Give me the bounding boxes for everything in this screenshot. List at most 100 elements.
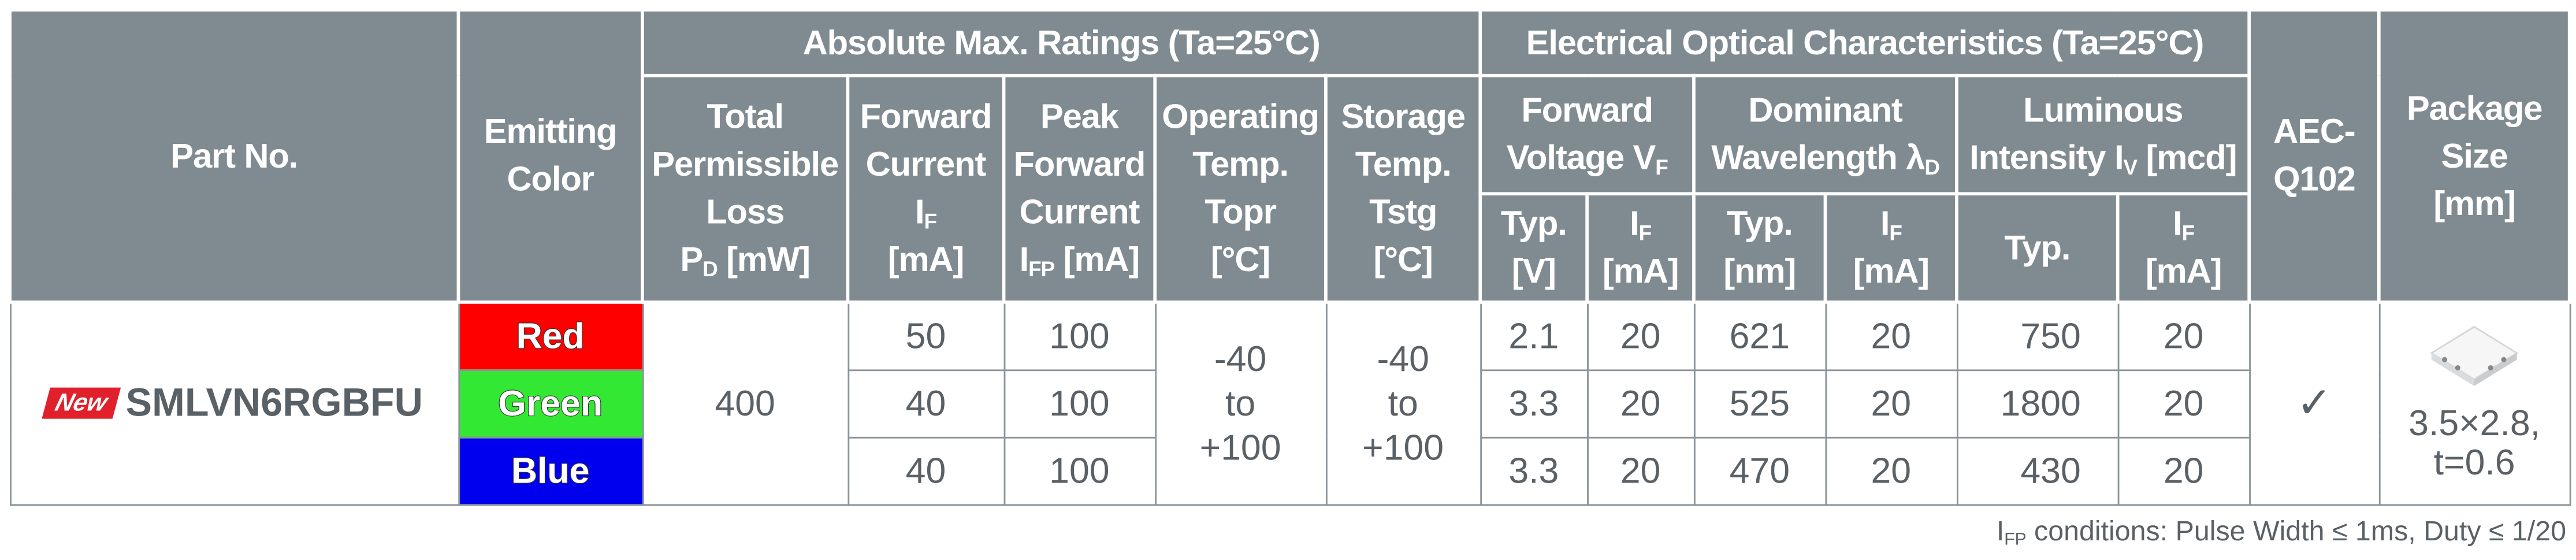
- text-line: Operating: [1157, 94, 1324, 141]
- color-cell: Green: [457, 368, 644, 438]
- text-line: [mA]: [2120, 248, 2248, 295]
- header-dominant-wavelength: Dominant Wavelength λD: [1692, 73, 1958, 196]
- total-loss: 400: [641, 301, 849, 505]
- text-subscript: F: [924, 209, 937, 234]
- text-line: [°C]: [1157, 236, 1324, 284]
- text-subscript: F: [1655, 154, 1668, 180]
- text-main: I: [1996, 516, 2005, 547]
- vf-if: 20: [1586, 368, 1695, 438]
- text: [°C]: [1373, 241, 1433, 280]
- text-subscript: F: [2181, 220, 2195, 246]
- text-subscript: F: [1889, 220, 1902, 246]
- text: Size: [2441, 137, 2508, 175]
- text-line: -40: [1326, 337, 1480, 381]
- text-line: Forward: [849, 94, 1002, 141]
- text-line: [°C]: [1328, 236, 1479, 284]
- header-luminous-intensity: Luminous Intensity IV [mcd]: [1955, 73, 2251, 196]
- text-line: to: [1326, 381, 1480, 426]
- text: [mA]: [1853, 253, 1930, 291]
- text-main: I: [1019, 241, 1029, 280]
- text: -40: [1377, 339, 1429, 380]
- text: Loss: [706, 194, 785, 232]
- text-main: I: [915, 194, 925, 232]
- spec-table: Part No. Emitting Color Absolute Max. Rat…: [8, 8, 2571, 505]
- wl-if: 20: [1824, 368, 1958, 438]
- text-rest: conditions: Pulse Width ≤ 1ms, Duty ≤ 1/…: [2026, 516, 2567, 547]
- text-subscript: D: [702, 257, 718, 281]
- data-row: Blue 40 100 3.3 20 470 20 430 20: [10, 436, 2570, 505]
- text: Luminous: [2023, 92, 2183, 130]
- data-row: New SMLVN6RGBFU Red 400 50 100 -40 to +100 -40 to +…: [9, 301, 2571, 505]
- text-line: [V]: [1482, 248, 1585, 295]
- text-subscript: V: [2123, 154, 2138, 180]
- text-line: Emitting: [460, 109, 641, 156]
- text-line: -40: [1156, 337, 1325, 381]
- text-line: IF: [849, 189, 1002, 236]
- text-line: Voltage VF: [1482, 135, 1692, 182]
- text: Peak: [1040, 98, 1119, 136]
- iv-if: 20: [2117, 436, 2250, 505]
- header-total-loss: Total Permissible Loss PD [mW]: [641, 73, 850, 304]
- text: Storage: [1341, 98, 1466, 136]
- text: Typ.: [1726, 205, 1793, 243]
- text-line: [mA]: [849, 236, 1002, 284]
- text: Color: [507, 161, 594, 199]
- header-wl-if: IF [mA]: [1823, 192, 1958, 304]
- wl-typ: 621: [1693, 301, 1827, 370]
- text-line: Total: [644, 94, 846, 141]
- header-vf-if: IF [mA]: [1585, 192, 1696, 304]
- header-iv-typ: Typ.: [1955, 192, 2120, 304]
- header-peak-current: Peak Forward Current IFP [mA]: [1002, 73, 1157, 304]
- text: Part No.: [170, 137, 298, 175]
- text-line: Part No.: [12, 132, 457, 180]
- text-line: IFP [mA]: [1005, 236, 1153, 284]
- iv-typ: 750: [1956, 301, 2119, 370]
- header-part-no: Part No.: [8, 8, 460, 304]
- part-number: SMLVN6RGBFU: [125, 380, 423, 425]
- text-line: Typ.: [1696, 201, 1824, 248]
- text: Current: [1019, 194, 1140, 232]
- header-wl-typ: Typ. [nm]: [1692, 192, 1827, 304]
- wl-if: 20: [1824, 301, 1958, 370]
- header-aec: AEC- Q102: [2247, 8, 2381, 304]
- text-main: Wavelength λ: [1711, 139, 1925, 177]
- vf-typ: 3.3: [1479, 436, 1588, 505]
- header-emitting-color: Emitting Color: [456, 8, 644, 304]
- text-main: I: [1880, 205, 1890, 243]
- text-line: Luminous: [1958, 87, 2248, 135]
- text-line: IF: [2120, 201, 2248, 248]
- vf-if: 20: [1586, 436, 1695, 505]
- text-line: Color: [460, 156, 641, 203]
- text-line: Peak: [1005, 94, 1153, 141]
- footnote: IFP conditions: Pulse Width ≤ 1ms, Duty …: [1997, 516, 2566, 548]
- text: Typ.: [2004, 229, 2071, 267]
- text-main: I: [2173, 205, 2183, 243]
- text: to: [1388, 383, 1418, 424]
- aec-check: ✓: [2248, 301, 2380, 505]
- wl-typ: 470: [1693, 436, 1827, 505]
- text: Typ.: [1500, 205, 1567, 243]
- text-line: Dominant: [1696, 87, 1955, 135]
- text: Temp.: [1355, 146, 1452, 184]
- new-badge: New: [41, 388, 120, 420]
- text-line: +100: [1156, 426, 1325, 470]
- text-main: Voltage V: [1506, 139, 1656, 177]
- forward-current: 40: [846, 368, 1005, 438]
- text: [V]: [1511, 253, 1556, 291]
- text-line: to: [1156, 381, 1325, 426]
- text-line: t=0.6: [2380, 443, 2569, 483]
- text-line: Temp.: [1328, 141, 1479, 188]
- text: [nm]: [1723, 253, 1796, 291]
- text: Current: [865, 146, 987, 184]
- text: Operating: [1162, 98, 1319, 136]
- package-cell: 3.5×2.8, t=0.6: [2378, 301, 2571, 505]
- text-line: Permissible: [644, 141, 846, 188]
- peak-current: 100: [1003, 301, 1156, 370]
- header-forward-voltage: Forward Voltage VF: [1478, 73, 1696, 196]
- text-line: Forward: [1005, 141, 1153, 188]
- text-line: +100: [1326, 426, 1480, 470]
- text-line: Forward: [1482, 87, 1692, 135]
- vf-typ: 2.1: [1479, 301, 1588, 370]
- text: [°C]: [1210, 241, 1270, 280]
